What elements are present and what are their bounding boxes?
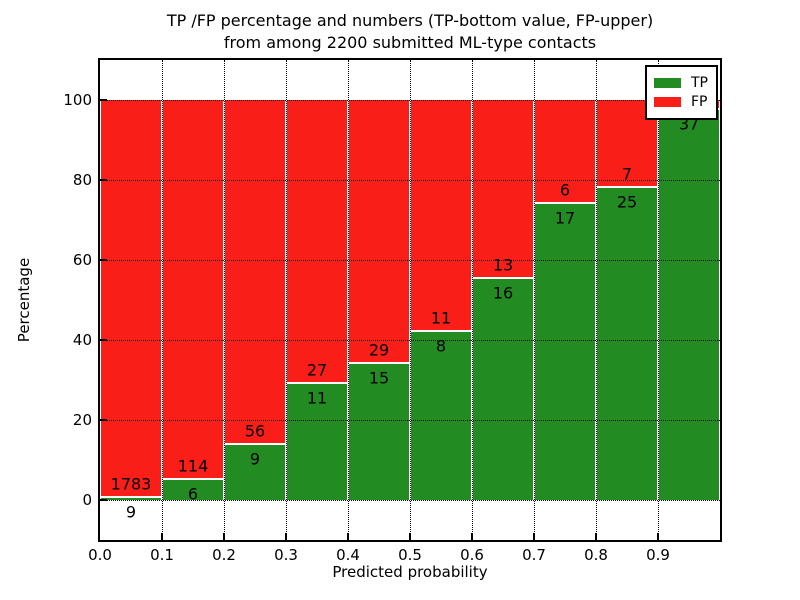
x-tick-label-0.6: 0.6 [460,546,484,564]
grid-vertical-0.5 [409,60,411,540]
bar-segment-tp-4 [349,363,409,500]
y-tick-40 [100,339,107,341]
bar-segment-fp-7 [535,100,595,203]
annotation-fp-count-5: 11 [430,308,452,328]
x-tick-label-0.2: 0.2 [212,546,236,564]
x-tick-0.4 [347,533,349,540]
chart-title-line1: TP /FP percentage and numbers (TP-bottom… [166,11,654,30]
annotation-tp-count-6: 16 [492,283,514,303]
bar-segment-tp-3 [287,384,347,500]
legend-label-fp: FP [691,94,708,110]
y-tick-label-0: 0 [82,491,92,509]
bar-segment-fp-1 [163,100,223,478]
annotation-tp-count-1: 6 [187,484,199,504]
x-tick-0.8 [595,533,597,540]
bar-segment-tp-7 [535,204,595,500]
y-tick-label-20: 20 [72,411,92,429]
x-tick-label-0.5: 0.5 [398,546,422,564]
grid-vertical-0.9 [657,60,659,540]
grid-horizontal-0 [100,499,720,501]
grid-vertical-0.1 [161,60,163,540]
x-tick-label-0.4: 0.4 [336,546,360,564]
bar-segment-fp-4 [349,100,409,362]
bar-segment-fp-3 [287,100,347,383]
grid-vertical-0.7 [533,60,535,540]
grid-vertical-0.2 [223,60,225,540]
annotation-fp-count-6: 13 [492,255,514,275]
x-tick-label-0.1: 0.1 [150,546,174,564]
annotation-tp-count-5: 8 [435,336,447,356]
grid-horizontal-60 [100,259,720,261]
legend-label-tp: TP [691,75,708,91]
y-tick-0 [100,499,107,501]
x-tick-0.7 [533,533,535,540]
x-tick-0.9 [657,533,659,540]
annotation-tp-count-7: 17 [554,208,576,228]
x-tick-label-0.8: 0.8 [584,546,608,564]
bar-segment-tp-8 [597,187,657,500]
annotation-fp-count-2: 56 [244,421,266,441]
legend: TP FP [645,65,718,120]
legend-entry-tp: TP [654,75,708,91]
grid-vertical-0.4 [347,60,349,540]
annotation-fp-count-4: 29 [368,340,390,360]
annotation-fp-count-0: 1783 [110,474,152,494]
legend-entry-fp: FP [654,94,708,110]
y-tick-100 [100,99,107,101]
x-tick-label-0.0: 0.0 [88,546,112,564]
y-tick-60 [100,259,107,261]
grid-horizontal-80 [100,179,720,181]
annotation-tp-count-2: 9 [249,449,261,469]
bar-segment-fp-0 [101,100,161,496]
bar-segment-tp-6 [473,279,533,500]
annotation-tp-count-0: 9 [125,502,137,522]
chart-title-line2: from among 2200 submitted ML-type contac… [223,33,597,52]
annotation-fp-count-3: 27 [306,360,328,380]
grid-horizontal-40 [100,339,720,341]
x-tick-0.1 [161,533,163,540]
annotation-fp-count-7: 6 [559,180,571,200]
y-tick-label-60: 60 [72,251,92,269]
y-tick-label-40: 40 [72,331,92,349]
grid-vertical-0.8 [595,60,597,540]
plot-area: TP FP 1783 9 114 6 56 9 27 11 29 15 11 8 13 16 6 17 7 25 3… [98,58,722,542]
annotation-tp-count-9: 37 [678,114,700,134]
legend-swatch-fp [654,97,681,107]
y-axis-label: Percentage [15,257,33,343]
x-tick-0.2 [223,533,225,540]
y-tick-label-100: 100 [63,91,92,109]
y-tick-label-80: 80 [72,171,92,189]
bar-segment-tp-9 [659,110,719,500]
grid-horizontal-100 [100,99,720,101]
annotation-fp-count-1: 114 [177,456,209,476]
annotation-tp-count-4: 15 [368,368,390,388]
annotation-fp-count-8: 7 [621,164,633,184]
bar-segment-tp-1 [163,480,223,500]
bar-segment-fp-2 [225,100,285,443]
grid-horizontal-20 [100,419,720,421]
bar-segment-tp-5 [411,331,471,500]
chart-title: TP /FP percentage and numbers (TP-bottom… [20,10,800,54]
grid-vertical-0.6 [471,60,473,540]
x-tick-label-0.9: 0.9 [646,546,670,564]
grid-vertical-0.3 [285,60,287,540]
y-tick-20 [100,419,107,421]
bar-segment-fp-6 [473,100,533,278]
y-tick-80 [100,179,107,181]
x-tick-label-0.7: 0.7 [522,546,546,564]
x-tick-0.5 [409,533,411,540]
x-tick-label-0.3: 0.3 [274,546,298,564]
x-tick-0.6 [471,533,473,540]
x-tick-0.3 [285,533,287,540]
bar-segment-tp-2 [225,444,285,500]
annotation-tp-count-8: 25 [616,192,638,212]
annotation-tp-count-3: 11 [306,388,328,408]
legend-swatch-tp [654,78,681,88]
bar-segment-fp-5 [411,100,471,330]
bar-segment-tp-0 [101,498,161,500]
x-axis-label: Predicted probability [332,563,488,581]
